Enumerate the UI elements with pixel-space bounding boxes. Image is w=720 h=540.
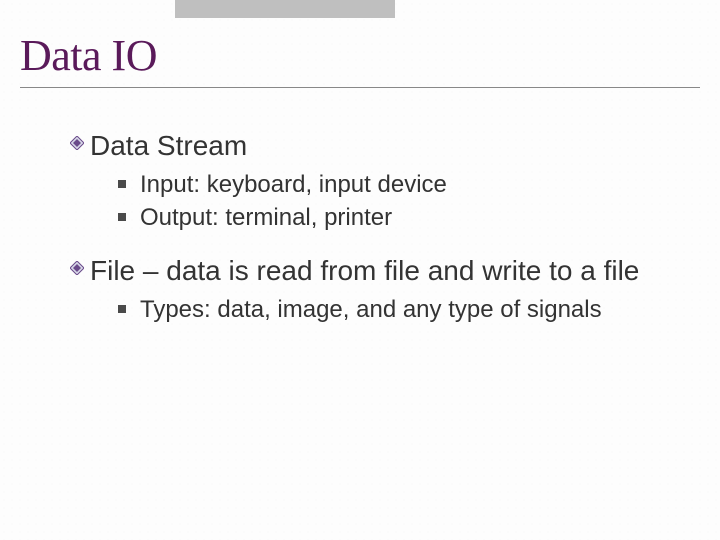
list-item-text: File – data is read from file and write …	[90, 253, 639, 288]
square-bullet-icon	[118, 213, 126, 221]
sublist-item-text: Input: keyboard, input device	[140, 169, 447, 200]
slide-body: Data IO Data Stream Input: keyboard, inp…	[20, 30, 700, 346]
diamond-bullet-icon	[70, 136, 84, 150]
slide-content: Data Stream Input: keyboard, input devic…	[20, 128, 700, 326]
square-bullet-icon	[118, 305, 126, 313]
list-item-text: Data Stream	[90, 128, 247, 163]
sublist: Types: data, image, and any type of sign…	[70, 294, 690, 325]
sublist-item-text: Output: terminal, printer	[140, 202, 392, 233]
diamond-bullet-icon	[70, 261, 84, 275]
list-item: Data Stream	[70, 128, 690, 163]
square-bullet-icon	[118, 180, 126, 188]
sublist-item-text: Types: data, image, and any type of sign…	[140, 294, 602, 325]
slide-title: Data IO	[20, 30, 700, 88]
sublist-item: Output: terminal, printer	[118, 202, 690, 233]
sublist: Input: keyboard, input device Output: te…	[70, 169, 690, 233]
list-item: File – data is read from file and write …	[70, 253, 690, 288]
sublist-item: Types: data, image, and any type of sign…	[118, 294, 690, 325]
top-bar-decoration	[175, 0, 395, 18]
sublist-item: Input: keyboard, input device	[118, 169, 690, 200]
